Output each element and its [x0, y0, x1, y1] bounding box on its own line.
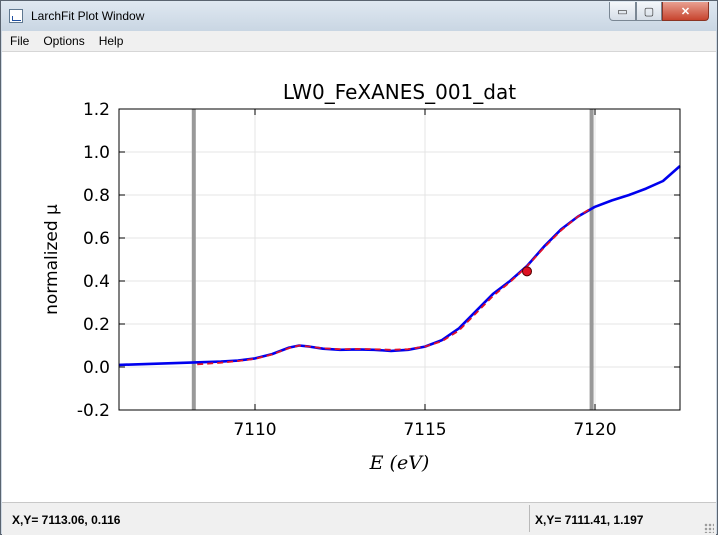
- x-tick-label: 7115: [403, 420, 446, 440]
- window-title: LarchFit Plot Window: [31, 9, 145, 23]
- title-bar[interactable]: LarchFit Plot Window ▭ ▢ ✕: [1, 1, 717, 31]
- menu-file[interactable]: File: [10, 34, 30, 48]
- series-line-0: [118, 165, 681, 367]
- y-tick-label: -0.2: [77, 401, 110, 421]
- plot-frame: [118, 108, 681, 411]
- menu-options[interactable]: Options: [43, 34, 85, 48]
- plot-canvas[interactable]: LW0_FeXANES_001_dat 7110 7115 7120 -0.2 0.0 0.…: [2, 52, 716, 502]
- close-button[interactable]: ✕: [662, 2, 709, 21]
- app-icon: [9, 9, 23, 23]
- x-axis-label: E (eV): [369, 452, 430, 474]
- x-tick-label: 7110: [233, 420, 276, 440]
- y-tick-label: 1.0: [83, 143, 110, 163]
- status-bar: X,Y= 7113.06, 0.116 X,Y= 7111.41, 1.197: [2, 502, 716, 535]
- y-tick-label: 0.8: [83, 186, 110, 206]
- y-tick-label: 0.4: [83, 272, 110, 292]
- y-tick-label: 1.2: [83, 100, 110, 120]
- cursor-readout-right: X,Y= 7111.41, 1.197: [535, 513, 644, 527]
- menu-bar: File Options Help: [2, 31, 716, 52]
- menu-help[interactable]: Help: [98, 34, 124, 48]
- chart-title: LW0_FeXANES_001_dat: [283, 80, 516, 104]
- y-axis-label: normalized μ: [42, 204, 62, 315]
- minimize-button[interactable]: ▭: [609, 2, 636, 21]
- resize-grip-icon[interactable]: [704, 523, 714, 533]
- maximize-button[interactable]: ▢: [636, 2, 662, 21]
- status-separator: [529, 505, 530, 532]
- chart[interactable]: LW0_FeXANES_001_dat 7110 7115 7120 -0.2 0.0 0.…: [2, 52, 716, 502]
- series-line-1: [197, 207, 593, 366]
- y-tick-label: 0.6: [83, 229, 110, 249]
- cursor-readout-left: X,Y= 7113.06, 0.116: [12, 513, 121, 527]
- y-tick-label: 0.0: [83, 358, 110, 378]
- y-tick-label: 0.2: [83, 315, 110, 335]
- data-point-marker-0: [522, 266, 532, 277]
- x-tick-label: 7120: [573, 420, 616, 440]
